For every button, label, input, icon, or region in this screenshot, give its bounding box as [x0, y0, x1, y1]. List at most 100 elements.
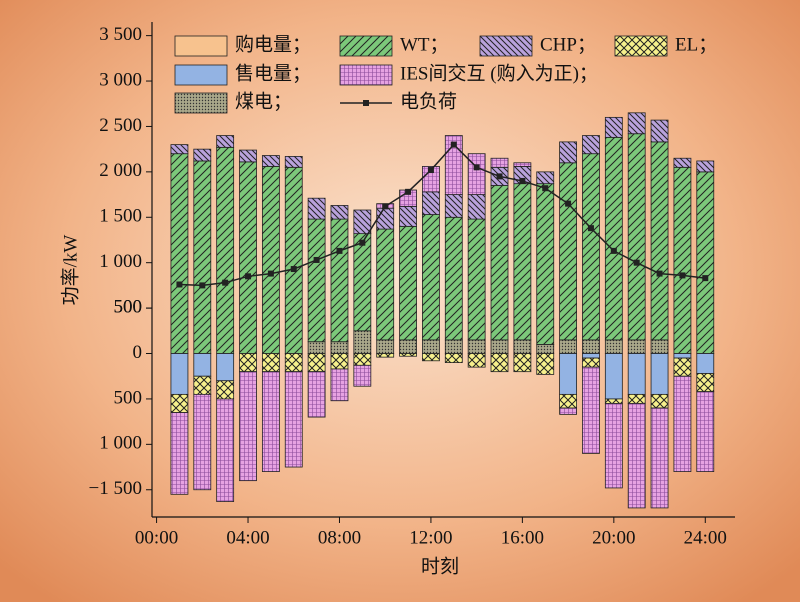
y-tick-label: 0 — [133, 342, 143, 363]
bar — [536, 353, 555, 375]
marker — [542, 185, 549, 192]
bar — [650, 119, 669, 143]
bar — [376, 207, 395, 230]
bar — [422, 353, 440, 362]
bar — [650, 141, 669, 341]
bar — [627, 393, 646, 404]
bar — [604, 116, 623, 138]
bar — [216, 398, 235, 502]
bar — [193, 375, 212, 395]
bar — [604, 353, 623, 400]
bar — [513, 183, 532, 341]
bar — [490, 339, 509, 354]
y-tick-label: 500 — [114, 296, 143, 317]
bar — [353, 233, 372, 332]
bar — [467, 153, 486, 195]
bar — [376, 228, 395, 341]
bar — [193, 393, 212, 491]
bar — [307, 371, 326, 418]
x-tick-label: 20:00 — [592, 527, 635, 548]
bar — [239, 353, 257, 373]
x-tick-label: 12:00 — [409, 527, 452, 548]
legend-label: WT； — [400, 34, 449, 55]
marker — [199, 282, 206, 289]
y-tick-label: 2 500 — [99, 115, 142, 136]
bar — [696, 373, 715, 393]
bar — [170, 153, 189, 354]
bar — [239, 371, 257, 482]
bar — [650, 393, 669, 409]
bar — [582, 366, 600, 454]
bar — [399, 225, 417, 341]
bar — [239, 149, 257, 163]
marker — [405, 188, 412, 195]
bar — [284, 353, 303, 373]
bar — [399, 205, 417, 227]
marker — [702, 275, 709, 282]
bar — [330, 218, 349, 343]
marker — [633, 259, 640, 266]
legend-label: 购电量； — [235, 33, 311, 55]
bar — [604, 398, 623, 404]
bar — [307, 197, 326, 220]
legend-swatch — [339, 35, 393, 57]
bar — [284, 156, 303, 168]
y-tick-label: 1 500 — [99, 206, 142, 227]
line — [179, 143, 706, 287]
legend-swatch — [614, 35, 668, 57]
bar — [261, 166, 280, 354]
bar — [696, 353, 715, 374]
marker — [336, 247, 343, 254]
bar — [696, 160, 715, 173]
y-axis-label: 功率/kW — [59, 235, 81, 306]
bar — [170, 353, 189, 395]
bar — [673, 353, 692, 359]
bar — [559, 162, 578, 341]
bar — [170, 144, 189, 155]
y-tick-label: −1 500 — [89, 478, 142, 499]
bar — [422, 214, 440, 341]
bar — [673, 357, 692, 377]
bar — [353, 364, 372, 387]
bar — [604, 403, 623, 489]
marker — [222, 279, 229, 286]
x-axis-label: 时刻 — [421, 555, 459, 577]
bar — [559, 407, 578, 415]
bar — [170, 393, 189, 413]
bar — [353, 209, 372, 235]
bar — [650, 339, 669, 354]
bar — [422, 191, 440, 215]
bar — [376, 353, 395, 358]
bar — [582, 135, 600, 155]
bar — [650, 353, 669, 395]
legend-label: 煤电； — [235, 90, 292, 112]
bar — [330, 353, 349, 370]
bar — [627, 112, 646, 135]
bar — [513, 162, 532, 167]
legend-marker — [363, 100, 369, 106]
bar — [216, 380, 235, 400]
legend-label: 电负荷 — [400, 90, 457, 112]
bar — [444, 339, 463, 354]
bar — [559, 353, 578, 395]
bar — [216, 135, 235, 148]
bar — [559, 141, 578, 164]
marker — [587, 225, 594, 232]
y-tick-label: 3 500 — [99, 24, 142, 45]
bar — [582, 339, 600, 354]
bar — [216, 353, 235, 382]
bar — [673, 375, 692, 472]
marker — [610, 247, 617, 254]
bar — [330, 368, 349, 402]
bar — [330, 341, 349, 354]
legend-swatch — [339, 64, 393, 86]
bar — [399, 339, 417, 354]
bar — [261, 353, 280, 373]
bar — [444, 353, 463, 363]
bar — [376, 339, 395, 354]
bar — [513, 353, 532, 373]
y-tick-label: 2 000 — [99, 160, 142, 181]
marker — [382, 203, 389, 210]
x-tick-label: 00:00 — [135, 527, 178, 548]
marker — [496, 173, 503, 180]
